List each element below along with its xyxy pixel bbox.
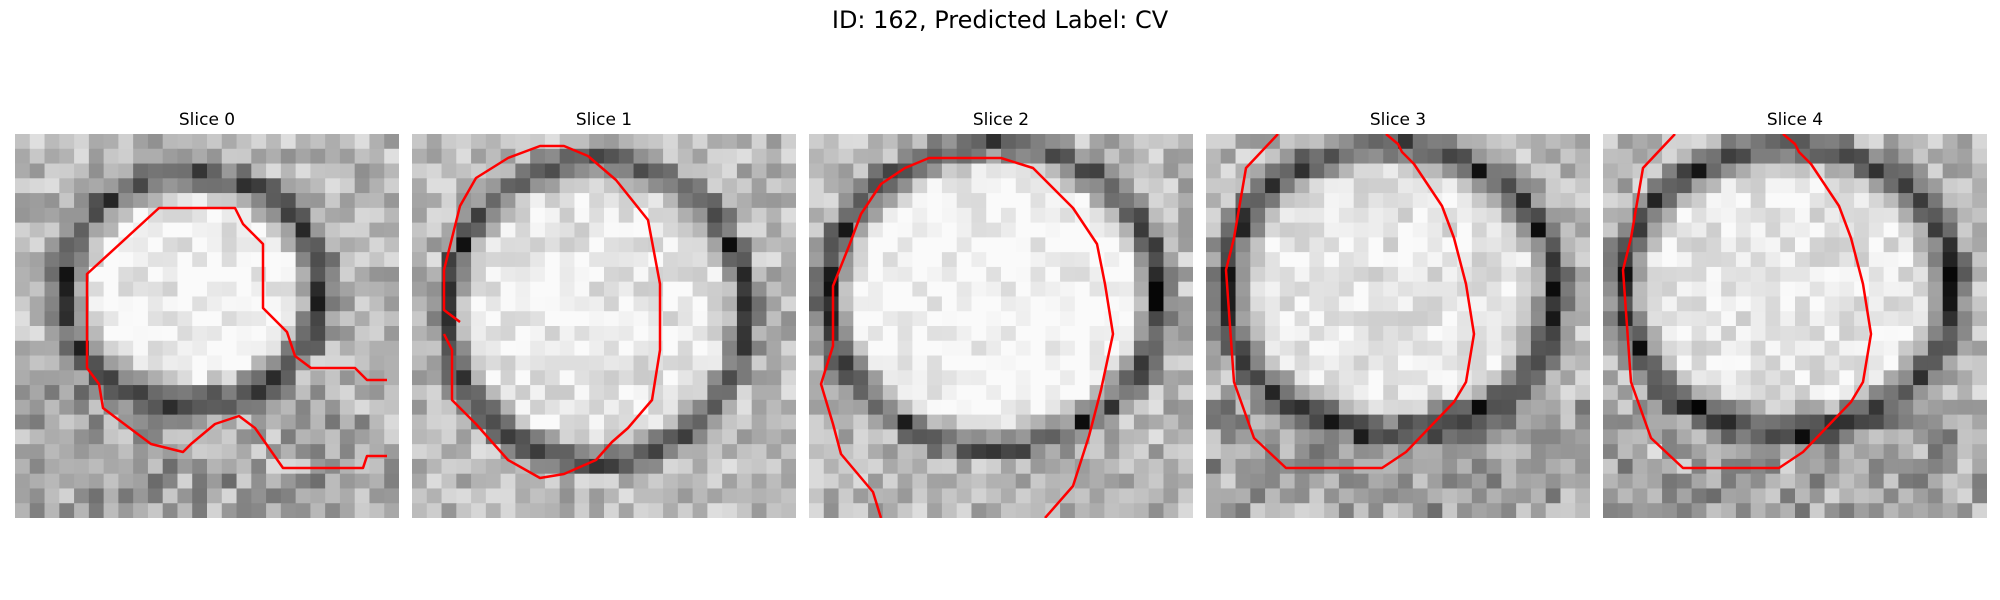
slice-title-0: Slice 0 bbox=[178, 110, 236, 130]
slice-image-4 bbox=[1603, 134, 1987, 518]
slice-panel-3: Slice 3 bbox=[1206, 106, 1590, 520]
slice-title-3: Slice 3 bbox=[1369, 110, 1427, 130]
slice-image-3 bbox=[1206, 134, 1590, 518]
pixel-grid bbox=[15, 134, 399, 518]
slice-title-4: Slice 4 bbox=[1766, 110, 1824, 130]
figure-title: ID: 162, Predicted Label: CV bbox=[831, 6, 1169, 34]
segmentation-contour bbox=[442, 144, 662, 480]
segmentation-contour bbox=[1621, 134, 1873, 470]
slice-panel-4: Slice 4 bbox=[1603, 106, 1987, 520]
slice-title-2: Slice 2 bbox=[972, 110, 1030, 130]
segmentation-contour bbox=[819, 156, 1115, 518]
pixel-grid bbox=[1206, 134, 1590, 518]
slice-panel-2: Slice 2 bbox=[809, 106, 1193, 520]
segmentation-contour bbox=[1224, 134, 1476, 470]
pixel-grid bbox=[412, 134, 796, 518]
slice-image-0 bbox=[15, 134, 399, 518]
slice-title-1: Slice 1 bbox=[575, 110, 633, 130]
slice-panel-1: Slice 1 bbox=[412, 106, 796, 520]
segmentation-contour bbox=[85, 206, 387, 470]
slice-panel-0: Slice 0 bbox=[15, 106, 399, 520]
pixel-grid bbox=[1603, 134, 1987, 518]
pixel-grid bbox=[809, 134, 1193, 518]
slice-image-2 bbox=[809, 134, 1193, 518]
slice-image-1 bbox=[412, 134, 796, 518]
